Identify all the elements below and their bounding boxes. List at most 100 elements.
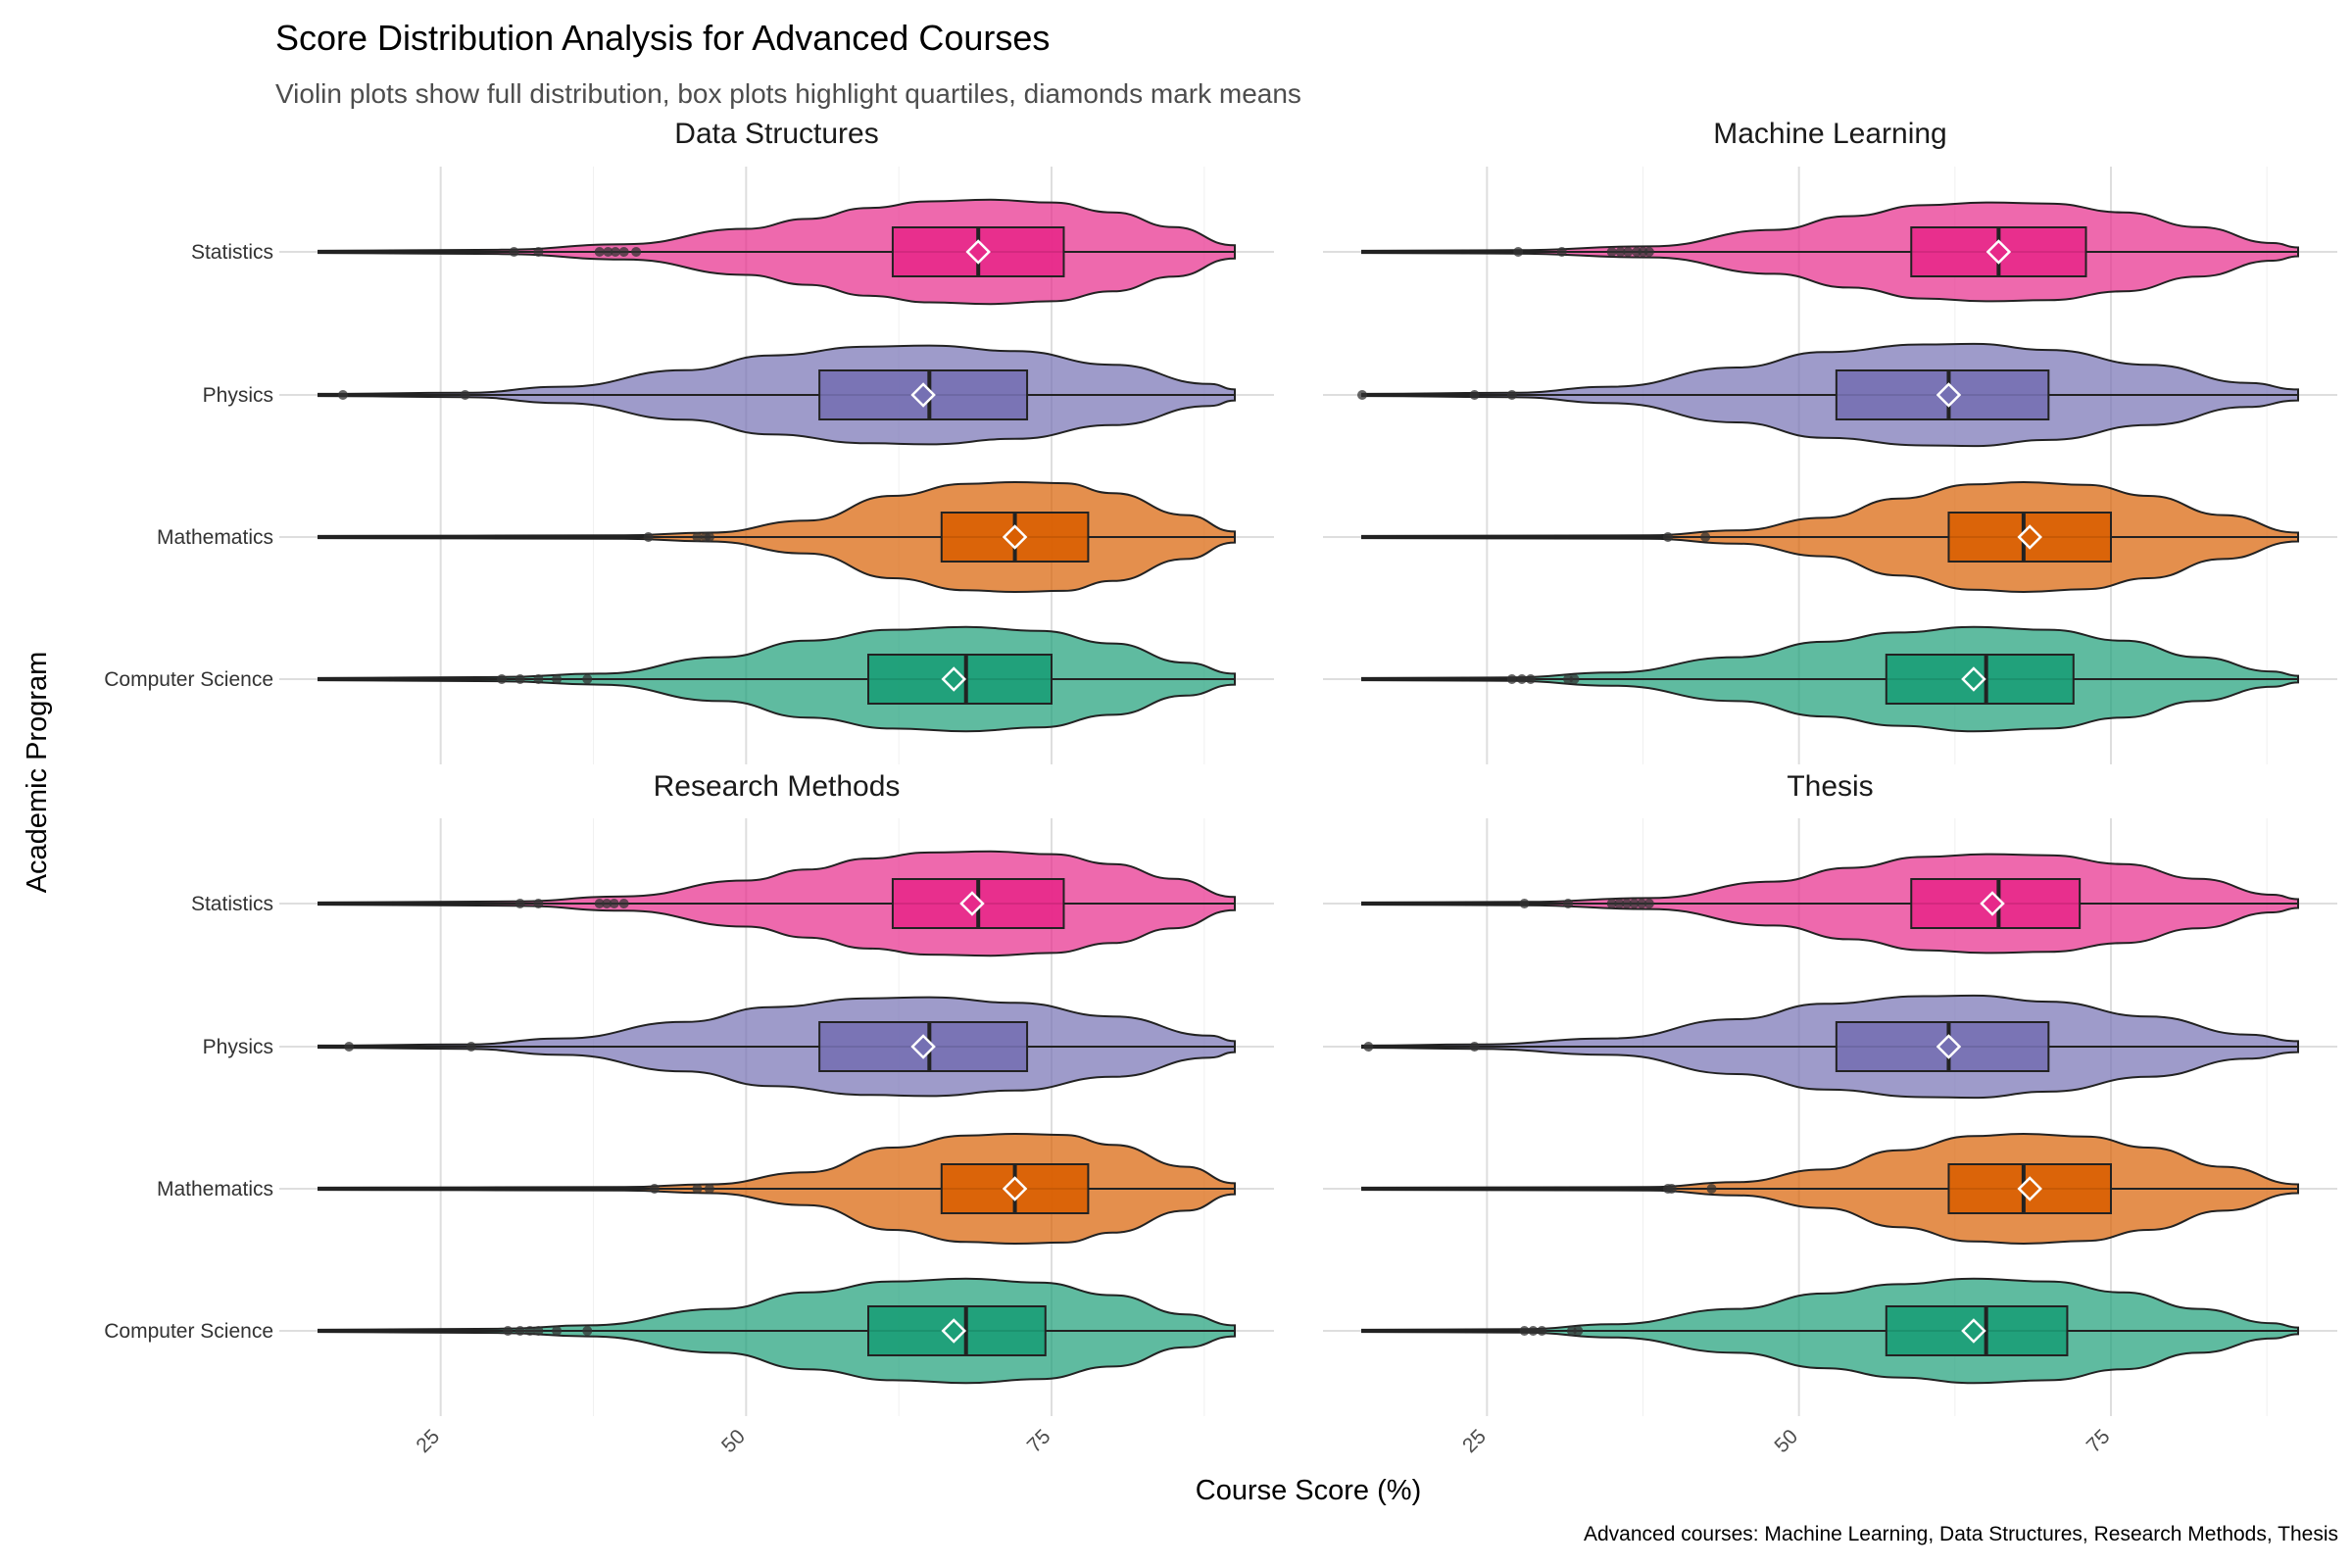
- outlier-point: [618, 247, 629, 257]
- outlier-point: [503, 1326, 514, 1336]
- y-tick-label: Statistics: [191, 241, 273, 264]
- box-statistics: [1910, 878, 2082, 929]
- outlier-point: [497, 674, 507, 684]
- outlier-point: [466, 1042, 476, 1052]
- outlier-point: [618, 899, 629, 908]
- mean-diamond: [1961, 1318, 1986, 1344]
- mean-diamond: [1985, 239, 2012, 265]
- outlier-point: [594, 899, 605, 908]
- outlier-point: [1516, 674, 1527, 684]
- outlier-point: [1606, 247, 1617, 257]
- mean-diamond: [910, 382, 936, 408]
- panel-machine-learning: Machine Learning: [1323, 118, 2337, 764]
- outlier-point: [643, 532, 654, 542]
- outlier-point: [1363, 1042, 1374, 1052]
- outlier-point: [1556, 247, 1567, 257]
- outlier-point: [533, 899, 544, 908]
- outlier-point: [704, 532, 714, 542]
- mean-diamond: [1002, 1176, 1028, 1201]
- x-tick-label: 75: [1023, 1425, 1055, 1457]
- panel-thesis: Thesis 25 50 75: [1323, 770, 2337, 1457]
- outlier-point: [1643, 899, 1654, 908]
- mean-diamond: [1002, 524, 1028, 550]
- group-mathematics: [1323, 1132, 2337, 1246]
- panel-title: Thesis: [1787, 770, 1873, 803]
- group-computer-science: [1323, 1277, 2337, 1385]
- group-computer-science: [1323, 625, 2337, 733]
- mean-diamond: [959, 891, 985, 916]
- panel-data-structures: Data Structures Statistics Physics Mathemat…: [104, 118, 1274, 764]
- outlier-point: [533, 674, 544, 684]
- outlier-point: [602, 899, 612, 908]
- chart-subtitle: Violin plots show full distribution, box…: [275, 78, 1301, 109]
- outlier-point: [460, 390, 470, 400]
- outlier-point: [552, 1326, 563, 1336]
- mean-diamond: [1936, 382, 1962, 408]
- chart-caption: Advanced courses: Machine Learning, Data…: [1583, 1523, 2338, 1545]
- x-tick-label: 75: [2082, 1425, 2115, 1457]
- mean-diamond: [910, 1034, 936, 1059]
- group-statistics: [1323, 201, 2337, 303]
- outlier-point: [1629, 899, 1640, 908]
- chart-title: Score Distribution Analysis for Advanced…: [275, 18, 1051, 58]
- outlier-point: [609, 899, 619, 908]
- mean-diamond: [965, 239, 991, 265]
- panel-title: Machine Learning: [1713, 118, 1947, 150]
- group-computer-science: [279, 1277, 1274, 1385]
- outlier-point: [1528, 1326, 1539, 1336]
- outlier-point: [692, 532, 703, 542]
- outlier-point: [514, 1326, 525, 1336]
- y-tick-label: Physics: [203, 1036, 273, 1058]
- y-tick-label: Mathematics: [157, 1178, 273, 1200]
- outlier-point: [514, 674, 525, 684]
- box-computer-science: [1885, 1305, 2069, 1356]
- outlier-point: [1623, 247, 1634, 257]
- outlier-point: [1614, 899, 1625, 908]
- group-computer-science: [279, 625, 1274, 733]
- outlier-point: [337, 390, 348, 400]
- group-statistics: [1323, 853, 2337, 955]
- outlier-point: [1637, 899, 1647, 908]
- outlier-point: [1569, 674, 1580, 684]
- outlier-point: [1700, 532, 1711, 542]
- mean-diamond: [2017, 1176, 2043, 1201]
- group-mathematics: [279, 480, 1274, 594]
- group-physics: [279, 996, 1274, 1098]
- group-statistics: [279, 198, 1274, 306]
- outlier-point: [704, 1184, 714, 1194]
- outlier-point: [649, 1184, 660, 1194]
- outlier-point: [1519, 1326, 1530, 1336]
- outlier-point: [1357, 390, 1367, 400]
- outlier-point: [1615, 247, 1626, 257]
- outlier-point: [509, 247, 519, 257]
- outlier-point: [1606, 899, 1617, 908]
- outlier-point: [692, 1184, 703, 1194]
- x-tick-label: 50: [1770, 1425, 1802, 1457]
- outlier-point: [1525, 674, 1536, 684]
- outlier-point: [1469, 1042, 1480, 1052]
- outlier-point: [552, 674, 563, 684]
- outlier-point: [631, 247, 642, 257]
- outlier-point: [1506, 674, 1517, 684]
- outlier-point: [610, 247, 620, 257]
- box-computer-science: [867, 1305, 1047, 1356]
- x-tick-label: 25: [1458, 1425, 1491, 1457]
- mean-diamond: [1936, 1034, 1962, 1059]
- group-statistics: [279, 850, 1274, 957]
- mean-diamond: [2017, 524, 2043, 550]
- outlier-point: [1573, 1326, 1584, 1336]
- outlier-point: [1506, 390, 1517, 400]
- outlier-point: [1706, 1184, 1717, 1194]
- outlier-point: [1513, 247, 1524, 257]
- group-physics: [279, 344, 1274, 446]
- outlier-point: [533, 247, 544, 257]
- y-tick-label: Mathematics: [157, 526, 273, 549]
- outlier-point: [514, 899, 525, 908]
- group-mathematics: [1323, 480, 2337, 594]
- group-physics: [1323, 342, 2337, 448]
- outlier-point: [594, 247, 605, 257]
- mean-diamond: [941, 1318, 967, 1344]
- outlier-point: [1563, 899, 1574, 908]
- y-tick-label: Physics: [203, 384, 273, 407]
- outlier-point: [582, 1326, 593, 1336]
